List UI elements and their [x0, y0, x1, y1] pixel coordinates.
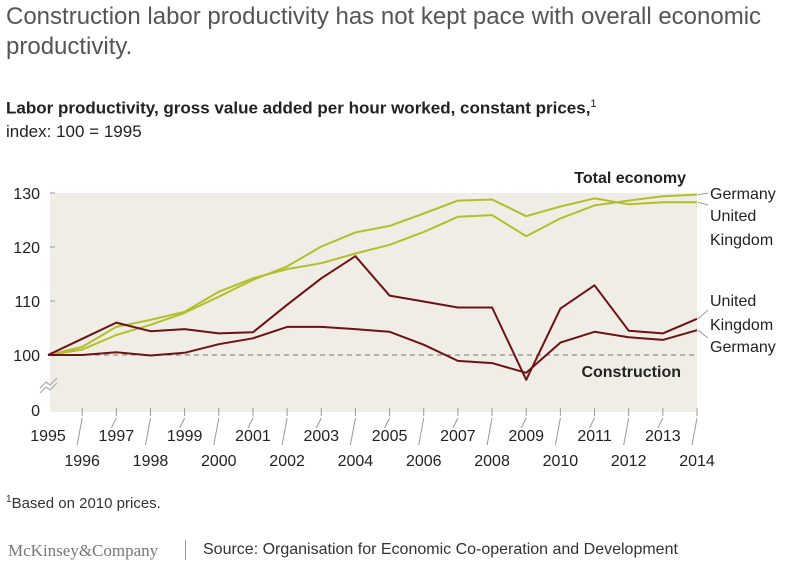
x-tick-label: 2008 — [474, 453, 510, 470]
y-tick-label: 0 — [31, 403, 40, 420]
total-economy-label: Total economy — [574, 170, 686, 187]
series-end-label: Kingdom — [710, 232, 773, 249]
x-tick-leader — [110, 417, 117, 429]
x-tick-leader — [213, 417, 220, 446]
footer-divider — [185, 540, 186, 560]
x-tick-label: 2005 — [372, 428, 408, 445]
footnote-text: Based on 2010 prices. — [11, 495, 161, 512]
footnote-mark: 1 — [6, 494, 12, 505]
x-tick-leader — [691, 417, 698, 446]
x-tick-leader — [418, 417, 425, 446]
subtitle-text: Labor productivity, gross value added pe… — [6, 98, 591, 118]
line-chart: 0 100 110 120 130 1995 1996 1997 1998 1999 2000 200… — [13, 170, 776, 470]
footnote: 1Based on 2010 prices. — [6, 494, 161, 512]
x-tick-leader — [452, 417, 459, 429]
x-tick-leader — [623, 417, 630, 446]
x-tick-label: 2009 — [508, 428, 544, 445]
series-end-label: Kingdom — [710, 317, 773, 334]
x-tick-leader — [554, 417, 561, 446]
x-tick-label: 2011 — [577, 428, 612, 445]
label-leader — [697, 309, 709, 320]
y-tick-label: 110 — [14, 294, 40, 311]
axis-break-icon — [39, 377, 58, 394]
x-tick-label: 2007 — [440, 428, 476, 445]
series-end-label: Germany — [710, 339, 776, 356]
label-leader — [697, 201, 709, 206]
x-tick-label: 2002 — [269, 453, 305, 470]
x-tick-label: 1998 — [133, 453, 169, 470]
subtitle-footnote-mark: 1 — [590, 98, 597, 110]
x-tick-label: 2001 — [235, 428, 271, 445]
x-tick-leader — [384, 417, 391, 429]
x-tick-label: 1996 — [64, 453, 100, 470]
x-tick-leader — [657, 417, 664, 429]
construction-label: Construction — [581, 364, 681, 381]
x-tick-leader — [247, 417, 254, 429]
x-tick-leader — [486, 417, 493, 446]
series-end-label: United — [710, 293, 756, 310]
index-note: index: 100 = 1995 — [6, 122, 142, 141]
mckinsey-logo: McKinsey&Company — [8, 541, 159, 560]
chart-subtitle: Labor productivity, gross value added pe… — [6, 98, 597, 119]
series-line-total-germany — [47, 193, 698, 356]
x-tick-label: 2012 — [611, 453, 647, 470]
x-tick-leader — [179, 417, 186, 429]
x-tick-label: 2006 — [406, 453, 442, 470]
x-tick-leader — [144, 417, 151, 446]
x-tick-label: 2004 — [338, 453, 374, 470]
series-end-label: Germany — [710, 186, 776, 203]
y-tick-label: 130 — [13, 186, 40, 203]
y-tick-label: 100 — [13, 348, 40, 365]
x-tick-label: 2000 — [201, 453, 237, 470]
x-tick-leader — [589, 417, 595, 429]
series-line-total-united-kingdom — [47, 197, 697, 356]
x-tick-leader — [349, 417, 356, 446]
x-tick-leader — [520, 417, 527, 429]
chart-title: Construction labor productivity has not … — [6, 3, 762, 60]
x-tick-leader — [315, 417, 322, 429]
x-tick-label: 2010 — [543, 453, 579, 470]
x-tick-label: 1999 — [167, 428, 203, 445]
x-tick-leader — [76, 417, 83, 446]
label-leader — [697, 329, 709, 339]
x-tick-label: 2013 — [645, 428, 681, 445]
series-end-label: United — [710, 208, 756, 225]
x-tick-label: 2003 — [303, 428, 339, 445]
x-tick-label: 1995 — [30, 428, 66, 445]
label-leader — [697, 192, 709, 196]
x-tick-leader — [281, 417, 288, 446]
x-tick-label: 2014 — [679, 453, 715, 470]
series-line-construction-germany — [48, 325, 698, 374]
x-tick-label: 1997 — [99, 428, 135, 445]
source-text: Source: Organisation for Economic Co-ope… — [203, 541, 678, 558]
series-line-construction-united-kingdom — [47, 255, 698, 381]
y-tick-label: 120 — [13, 240, 40, 257]
